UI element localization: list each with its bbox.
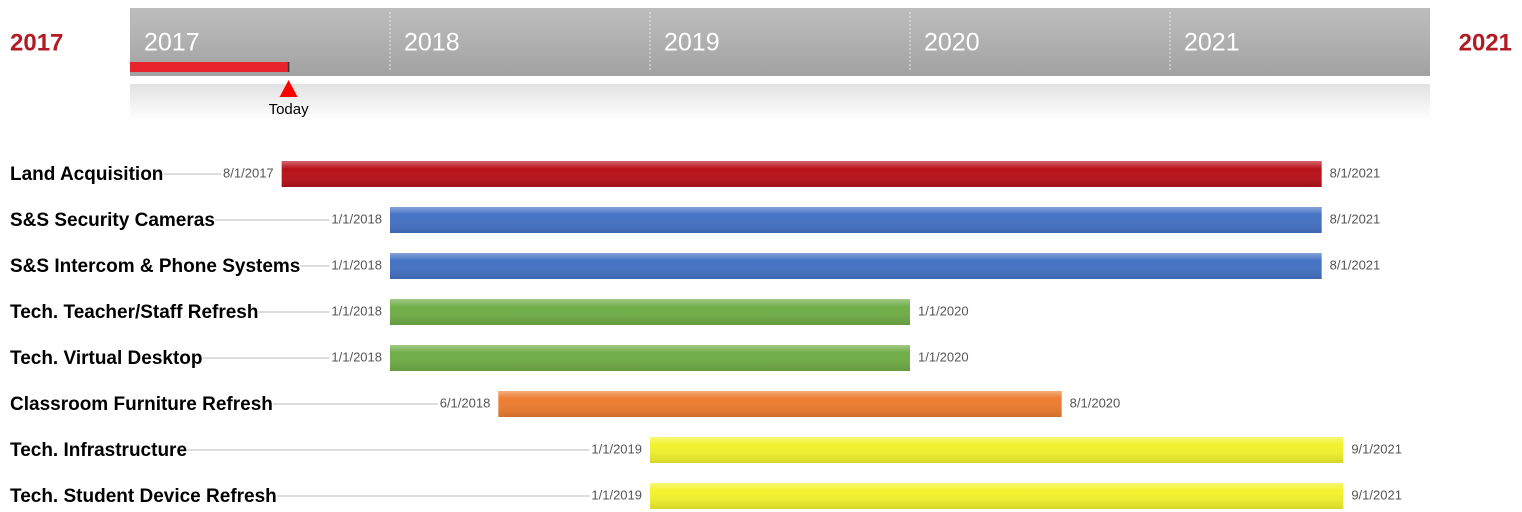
end-label: 8/1/2020 (1070, 395, 1121, 410)
start-label: 8/1/2017 (223, 165, 274, 180)
start-label: 1/1/2019 (591, 441, 642, 456)
task-name: S&S Intercom & Phone Systems (10, 256, 300, 277)
start-label: 1/1/2018 (331, 257, 382, 272)
today-marker (279, 80, 298, 97)
end-year: 2021 (1459, 29, 1512, 56)
end-label: 8/1/2021 (1330, 257, 1381, 272)
year-label: 2020 (924, 29, 980, 57)
task-name: S&S Security Cameras (10, 210, 215, 231)
task-name: Tech. Virtual Desktop (10, 348, 203, 369)
task-bar-gloss (390, 345, 910, 371)
progress-bar (130, 62, 289, 72)
task-name: Tech. Student Device Refresh (10, 486, 277, 507)
task-bar-gloss (498, 391, 1062, 417)
year-label: 2021 (1184, 29, 1240, 57)
end-label: 1/1/2020 (918, 303, 969, 318)
today-label: Today (269, 101, 310, 118)
task-bar-gloss (650, 437, 1344, 463)
task-bar-gloss (390, 299, 910, 325)
start-year: 2017 (10, 29, 63, 56)
end-label: 8/1/2021 (1330, 211, 1381, 226)
start-label: 6/1/2018 (440, 395, 491, 410)
year-label: 2017 (144, 29, 200, 57)
task-bar-gloss (281, 161, 1322, 187)
end-label: 8/1/2021 (1330, 165, 1381, 180)
end-label: 1/1/2020 (918, 349, 969, 364)
start-label: 1/1/2018 (331, 349, 382, 364)
year-label: 2019 (664, 29, 720, 57)
start-label: 1/1/2018 (331, 303, 382, 318)
task-name: Tech. Teacher/Staff Refresh (10, 302, 258, 323)
task-name: Tech. Infrastructure (10, 440, 187, 461)
task-bar-gloss (390, 207, 1322, 233)
task-name: Land Acquisition (10, 164, 163, 185)
task-bar-gloss (650, 483, 1344, 509)
task-bar-gloss (390, 253, 1322, 279)
timeline-band (130, 84, 1430, 120)
end-label: 9/1/2021 (1351, 487, 1402, 502)
start-label: 1/1/2018 (331, 211, 382, 226)
start-label: 1/1/2019 (591, 487, 642, 502)
task-name: Classroom Furniture Refresh (10, 394, 273, 415)
year-label: 2018 (404, 29, 460, 57)
timeline-header (130, 8, 1430, 76)
end-label: 9/1/2021 (1351, 441, 1402, 456)
